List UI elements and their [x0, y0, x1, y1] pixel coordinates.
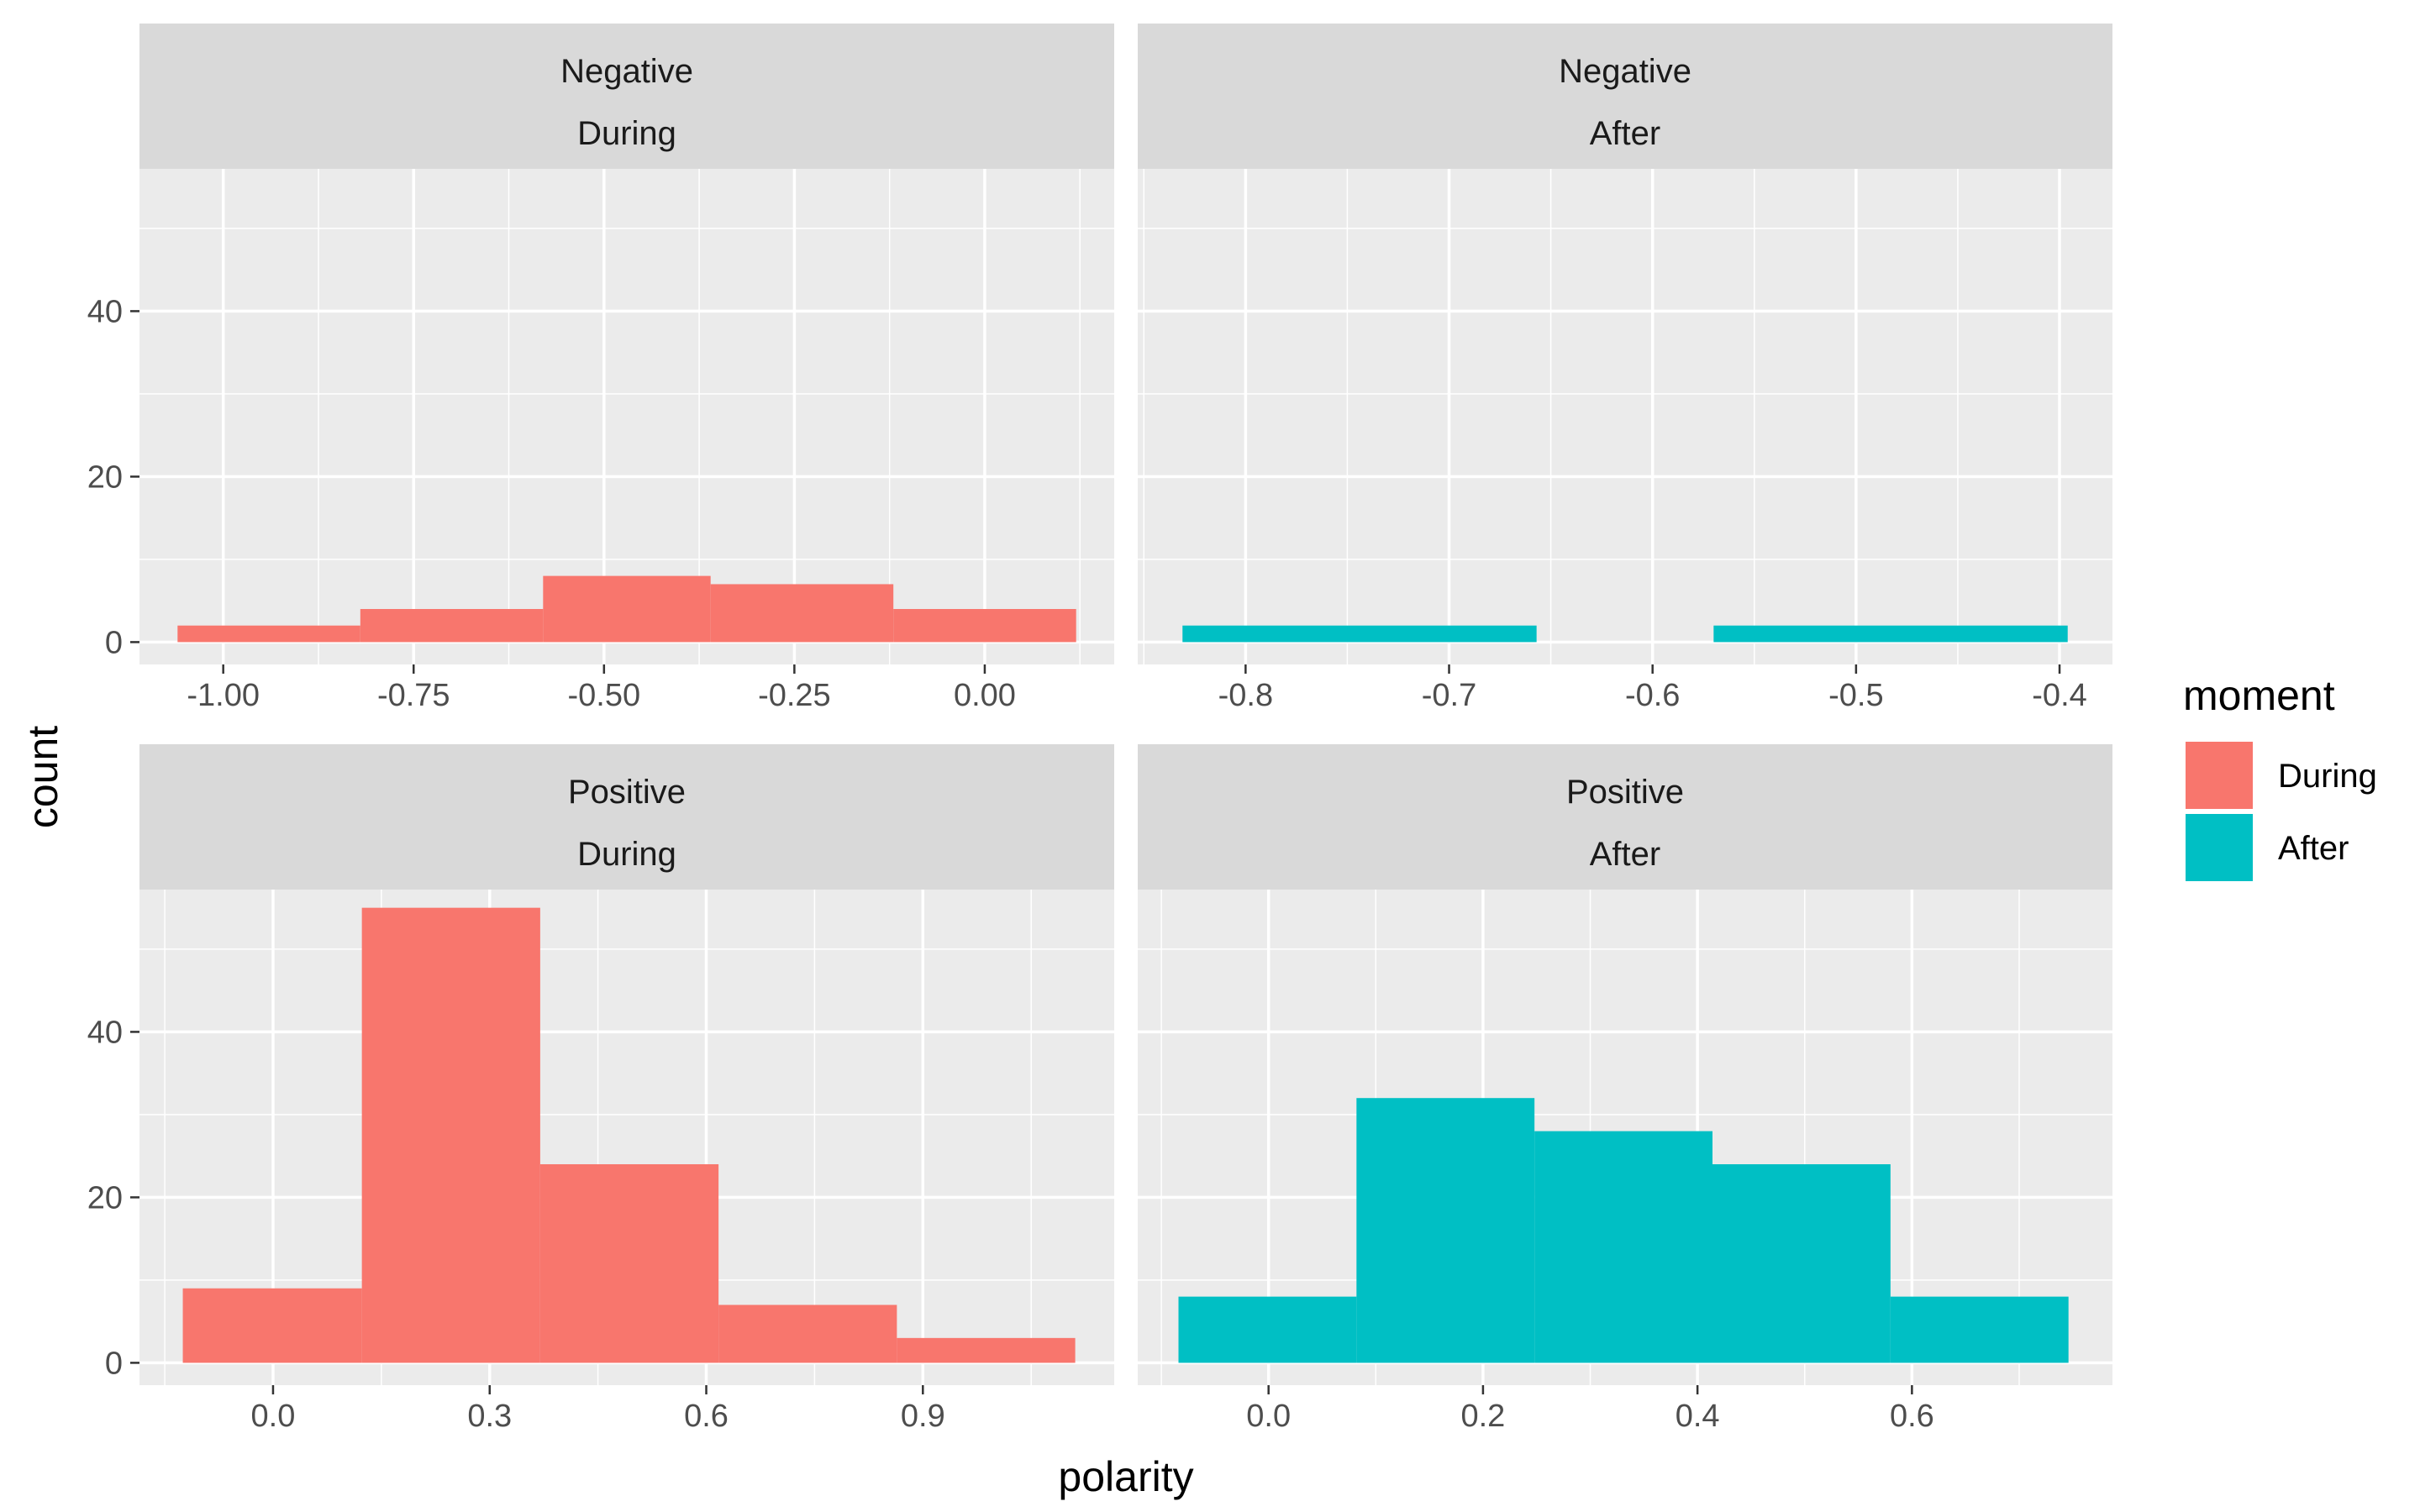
- x-tick-label: 0.6: [1890, 1399, 1934, 1434]
- strip-label-top: Negative: [1559, 53, 1691, 90]
- panel-background: [1138, 169, 2112, 664]
- histogram-bar: [361, 907, 540, 1363]
- legend-label-during: During: [2278, 758, 2377, 795]
- x-tick-label: 0.0: [1246, 1399, 1291, 1434]
- histogram-bar: [1356, 1098, 1535, 1363]
- panel-negative-during: Negative During -1.00 -0.75 -0.50 -0.25 0.00 0 2…: [87, 24, 1114, 713]
- x-tick-label: -0.5: [1828, 678, 1883, 713]
- panel-strip: [139, 744, 1114, 890]
- x-tick-label: 0.6: [684, 1399, 729, 1434]
- histogram-bar: [1534, 1131, 1713, 1363]
- strip-label-bottom: During: [577, 115, 676, 152]
- histogram-bar: [177, 625, 360, 643]
- panel-strip: [139, 24, 1114, 169]
- y-tick-label: 20: [87, 1180, 123, 1215]
- histogram-bar: [897, 1337, 1076, 1363]
- x-tick-label: -0.7: [1422, 678, 1476, 713]
- histogram-bar: [182, 1288, 362, 1363]
- panel-strip: [1138, 744, 2112, 890]
- x-tick-label: -1.00: [187, 678, 260, 713]
- x-tick-label: -0.50: [568, 678, 641, 713]
- strip-label-bottom: After: [1590, 836, 1660, 873]
- y-tick-label: 40: [87, 294, 123, 329]
- panel-positive-after: Positive After 0.0 0.2 0.4 0.6: [1138, 744, 2112, 1434]
- histogram-bar: [543, 575, 711, 643]
- legend: moment During After: [2183, 672, 2377, 881]
- strip-label-top: Negative: [560, 53, 693, 90]
- histogram-bar: [710, 584, 894, 643]
- panel-positive-during: Positive During 0.0 0.3 0.6 0.9 0 20 40: [87, 744, 1114, 1434]
- legend-key-during: [2186, 742, 2253, 809]
- x-tick-label: -0.75: [377, 678, 450, 713]
- histogram-bar: [1182, 625, 1537, 643]
- x-tick-label: 0.4: [1676, 1399, 1720, 1434]
- histogram-bar: [539, 1164, 719, 1363]
- x-tick-label: 0.9: [901, 1399, 945, 1434]
- x-tick-label: 0.3: [467, 1399, 512, 1434]
- y-tick-label: 20: [87, 459, 123, 495]
- histogram-bar: [1713, 625, 2068, 643]
- histogram-bar: [718, 1305, 897, 1363]
- x-tick-label: -0.4: [2032, 678, 2086, 713]
- legend-label-after: After: [2278, 830, 2349, 867]
- strip-label-bottom: During: [577, 836, 676, 873]
- panel-negative-after: Negative After -0.8 -0.7 -0.6 -0.5 -0.4: [1138, 24, 2112, 713]
- legend-title: moment: [2183, 672, 2335, 719]
- x-axis-title: polarity: [1058, 1453, 1193, 1500]
- histogram-bar: [360, 609, 544, 643]
- y-tick-label: 0: [105, 625, 123, 660]
- x-tick-label: -0.8: [1218, 678, 1273, 713]
- strip-label-bottom: After: [1590, 115, 1660, 152]
- panel-strip: [1138, 24, 2112, 169]
- histogram-bar: [1890, 1296, 2069, 1363]
- x-tick-label: 0.0: [251, 1399, 296, 1434]
- x-tick-label: -0.25: [758, 678, 831, 713]
- strip-label-top: Positive: [568, 774, 686, 811]
- strip-label-top: Positive: [1566, 774, 1684, 811]
- x-tick-label: -0.6: [1625, 678, 1680, 713]
- histogram-bar: [893, 609, 1076, 643]
- legend-key-after: [2186, 814, 2253, 881]
- histogram-bar: [1178, 1296, 1357, 1363]
- histogram-bar: [1712, 1164, 1891, 1363]
- y-axis-title: count: [19, 726, 66, 828]
- y-tick-label: 0: [105, 1346, 123, 1381]
- y-tick-label: 40: [87, 1015, 123, 1050]
- x-tick-label: 0.00: [954, 678, 1016, 713]
- x-tick-label: 0.2: [1460, 1399, 1505, 1434]
